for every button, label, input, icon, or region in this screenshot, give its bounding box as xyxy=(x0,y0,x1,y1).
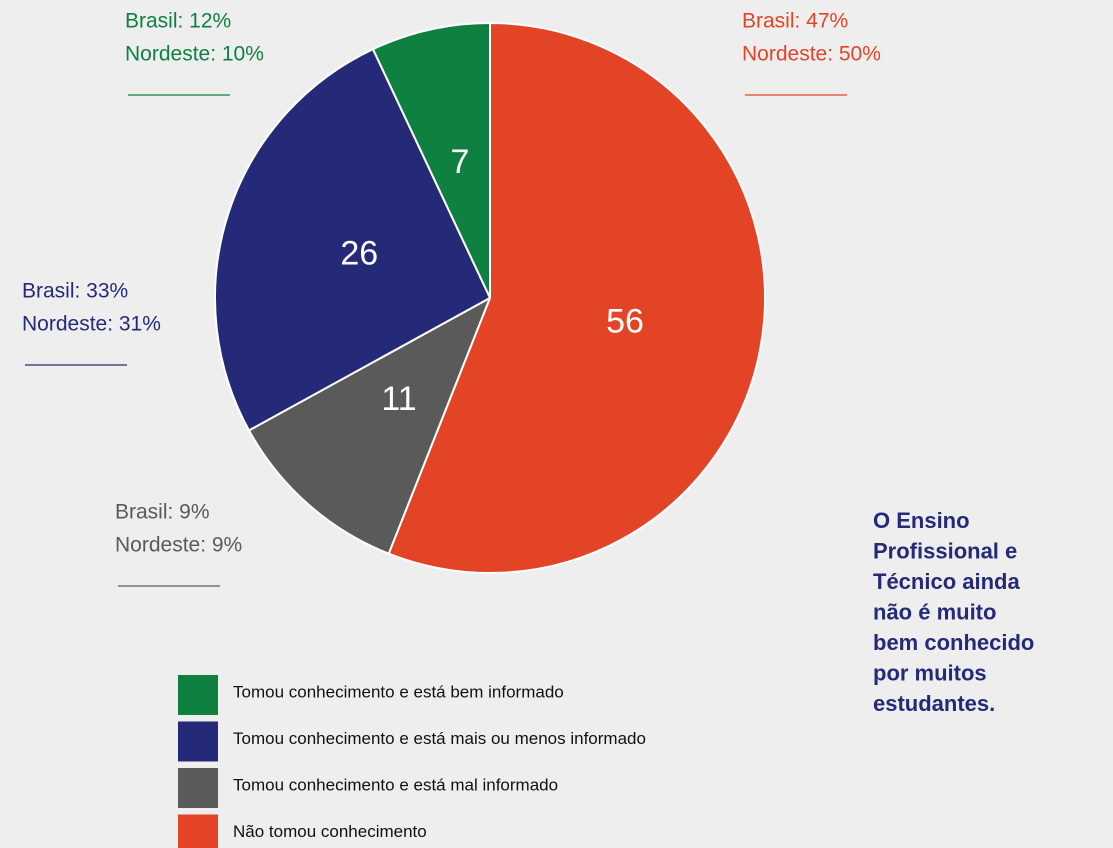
legend-swatch xyxy=(178,768,218,808)
data-label: 26 xyxy=(340,234,378,272)
side-note: bem conhecido xyxy=(873,630,1034,655)
side-note: O Ensino xyxy=(873,508,970,533)
slice-annotation: Nordeste: 10% xyxy=(125,43,264,66)
slice-annotation: Brasil: 9% xyxy=(115,501,210,524)
legend-label: Tomou conhecimento e está bem informado xyxy=(233,682,564,701)
slice-annotation: Nordeste: 9% xyxy=(115,534,242,557)
slice-annotation: Brasil: 47% xyxy=(742,10,848,33)
side-note: estudantes. xyxy=(873,691,995,716)
legend-label: Tomou conhecimento e está mal informado xyxy=(233,775,558,794)
data-label: 56 xyxy=(606,303,644,341)
legend-swatch xyxy=(178,721,218,762)
pie-slice xyxy=(247,295,492,555)
data-label: 11 xyxy=(381,380,416,418)
side-note: por muitos xyxy=(873,660,987,685)
legend-label: Não tomou conhecimento xyxy=(233,822,427,841)
legend-label: Tomou conhecimento e está mais ou menos … xyxy=(233,729,646,748)
side-note: Técnico ainda xyxy=(873,569,1020,594)
slice-annotation: Brasil: 33% xyxy=(22,280,128,303)
slice-annotation: Nordeste: 50% xyxy=(742,43,881,66)
legend-swatch xyxy=(178,675,218,715)
data-label: 7 xyxy=(451,143,470,181)
slice-annotation: Brasil: 12% xyxy=(125,10,231,33)
pie-slice xyxy=(387,21,766,574)
slice-annotation: Nordeste: 31% xyxy=(22,313,161,336)
side-note: Profissional e xyxy=(873,538,1017,563)
legend-swatch xyxy=(178,814,218,848)
side-note: não é muito xyxy=(873,599,996,624)
pie-slice xyxy=(371,21,491,299)
